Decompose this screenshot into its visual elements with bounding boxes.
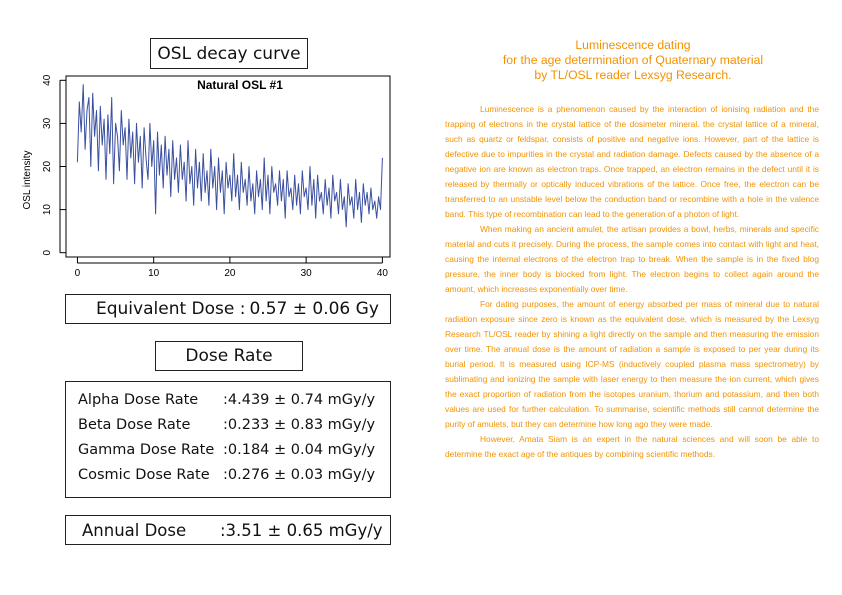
dose-rate-title-text: Dose Rate <box>185 346 273 366</box>
y-tick-label: 0 <box>42 249 53 255</box>
dose-rate-row-cosmic: Cosmic Dose Rate :0.276 ± 0.03 mGy/y <box>78 462 390 487</box>
document-title-line: by TL/OSL reader Lexsyg Research. <box>534 68 732 82</box>
document-body: Luminescence is a phenomenon caused by t… <box>445 102 819 462</box>
dose-rate-row-gamma: Gamma Dose Rate :0.184 ± 0.04 mGy/y <box>78 437 390 462</box>
y-tick-label: 20 <box>42 161 53 173</box>
dose-rate-label: Gamma Dose Rate <box>78 441 215 458</box>
equivalent-dose-value: 0.57 ± 0.06 Gy <box>249 299 379 319</box>
document-title: Luminescence dating for the age determin… <box>440 38 826 83</box>
dose-rate-label: Beta Dose Rate <box>78 416 191 433</box>
document-title-line: Luminescence dating <box>575 38 691 52</box>
chart-y-axis-label: OSL intensity <box>22 150 33 209</box>
dose-rate-value: :4.439 ± 0.74 mGy/y <box>223 391 376 408</box>
y-tick-label: 30 <box>42 117 53 129</box>
dose-rate-row-alpha: Alpha Dose Rate :4.439 ± 0.74 mGy/y <box>78 387 390 412</box>
chart-title: Natural OSL #1 <box>197 78 283 92</box>
dose-rate-title: Dose Rate <box>155 341 303 371</box>
dose-rate-label: Alpha Dose Rate <box>78 391 199 408</box>
dose-rate-value: :0.184 ± 0.04 mGy/y <box>223 441 376 458</box>
osl-series-line <box>76 84 383 228</box>
document-paragraph: However, Amata Siam is an expert in the … <box>445 434 819 459</box>
annual-dose-label: Annual Dose <box>82 520 187 540</box>
annual-dose-box: Annual Dose :3.51 ± 0.65 mGy/y <box>65 515 391 545</box>
x-tick-label: 30 <box>301 268 313 279</box>
y-tick-label: 10 <box>42 204 53 216</box>
document-title-line: for the age determination of Quaternary … <box>502 53 764 67</box>
osl-decay-chart-svg: 0 10 20 30 40 0 10 20 30 40 Natural OSL #1 OSL in… <box>22 74 391 279</box>
equivalent-dose-label: Equivalent Dose : <box>96 299 246 319</box>
dose-rate-value: :0.276 ± 0.03 mGy/y <box>223 466 376 483</box>
y-tick-label: 40 <box>42 74 53 86</box>
dose-rate-label: Cosmic Dose Rate <box>78 466 210 483</box>
equivalent-dose-box: Equivalent Dose : 0.57 ± 0.06 Gy <box>65 294 391 324</box>
osl-decay-curve-title: OSL decay curve <box>150 38 308 69</box>
dose-rate-row-beta: Beta Dose Rate :0.233 ± 0.83 mGy/y <box>78 412 390 437</box>
document-paragraph: When making an ancient amulet, the artis… <box>445 224 819 294</box>
x-tick-label: 0 <box>75 268 81 279</box>
osl-decay-curve-title-text: OSL decay curve <box>157 43 301 64</box>
document-paragraph: For dating purposes, the amount of energ… <box>445 299 819 429</box>
dose-rates-box: Alpha Dose Rate :4.439 ± 0.74 mGy/y Beta… <box>65 381 391 498</box>
x-tick-label: 20 <box>224 268 236 279</box>
x-tick-label: 40 <box>377 268 389 279</box>
osl-decay-chart: 0 10 20 30 40 0 10 20 30 40 Natural OSL #1 OSL in… <box>10 70 400 286</box>
document-paragraph: Luminescence is a phenomenon caused by t… <box>445 104 819 219</box>
annual-dose-value: :3.51 ± 0.65 mGy/y <box>220 520 383 540</box>
dose-rate-value: :0.233 ± 0.83 mGy/y <box>223 416 376 433</box>
x-tick-label: 10 <box>148 268 160 279</box>
